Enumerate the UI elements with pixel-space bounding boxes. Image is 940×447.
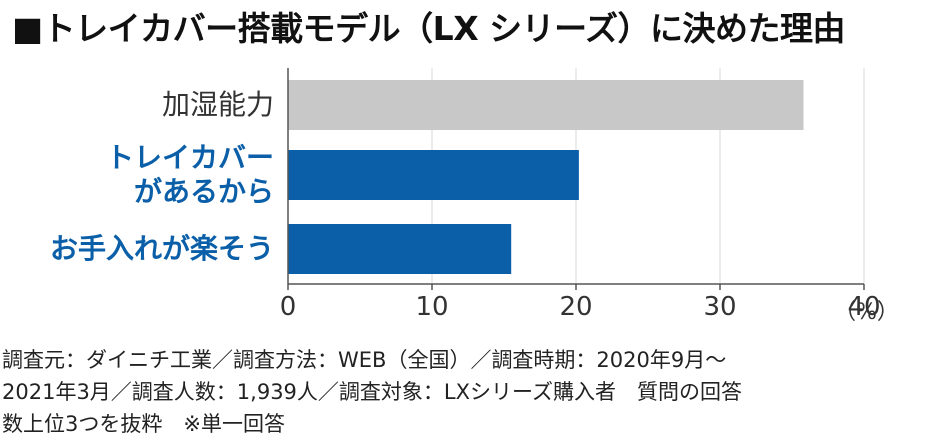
category-label-3-line-1: お手入れが楽そう xyxy=(49,232,274,265)
category-label-1: 加湿能力 xyxy=(162,88,274,122)
survey-note: 調査元：ダイニチ工業／調査方法：WEB（全国）／調査時期：2020年9月～ 20… xyxy=(2,344,938,440)
category-label-1-line-1: 加湿能力 xyxy=(161,88,274,121)
x-tick-label-30: 30 xyxy=(703,292,737,322)
survey-note-line-2: 2021年3月／調査人数：1,939人／調査対象：LXシリーズ購入者 質問の回答 xyxy=(2,380,742,404)
category-label-2: トレイカバー があるから xyxy=(106,141,274,209)
x-tick-label-20: 20 xyxy=(559,292,593,322)
survey-note-line-1: 調査元：ダイニチ工業／調査方法：WEB（全国）／調査時期：2020年9月～ xyxy=(2,348,727,372)
chart-title: ■トレイカバー搭載モデル（LX シリーズ）に決めた理由 xyxy=(12,9,846,48)
x-tick-label-10: 10 xyxy=(415,292,449,322)
bar-2 xyxy=(288,150,579,200)
x-tick-label-40: 40 xyxy=(847,292,881,322)
bar-3 xyxy=(288,224,512,274)
category-label-2-line-2: があるから xyxy=(133,175,274,208)
bar-1 xyxy=(288,80,804,130)
category-label-2-line-1: トレイカバー xyxy=(105,141,274,174)
x-tick-label-0: 0 xyxy=(279,292,297,322)
survey-note-line-3: 数上位3つを抜粋 ※単一回答 xyxy=(2,412,285,436)
x-unit-label: （%） xyxy=(834,300,899,325)
category-label-3: お手入れが楽そう xyxy=(50,232,274,266)
bar-chart xyxy=(287,68,865,290)
